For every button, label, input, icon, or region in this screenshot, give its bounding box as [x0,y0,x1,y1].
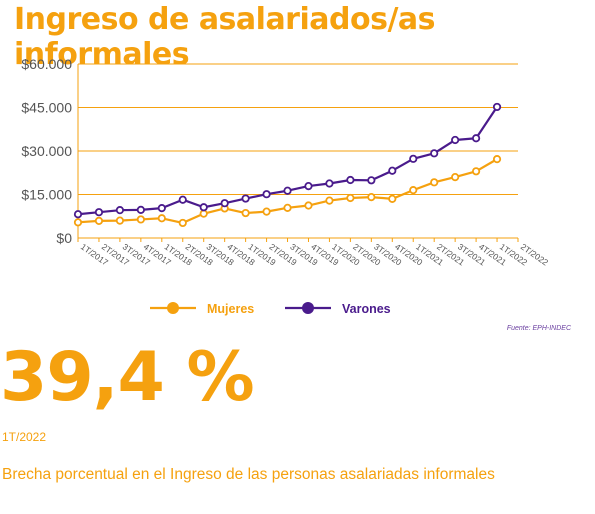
series-points [73,102,502,228]
data-point [451,135,460,145]
gap-percentage: 39,4 % [0,338,255,417]
y-axis-ticks: $0 $15.000 $30.000 $45.000 $60.000 [21,56,72,246]
data-point [94,208,104,217]
source-note: Fuente: EPH-INDEC [506,325,571,332]
data-point [73,218,83,227]
data-point [178,218,187,228]
data-point [346,193,355,203]
data-point [367,176,376,185]
y-tick-label: $30.000 [21,143,72,159]
data-point [241,194,250,203]
data-point [325,179,334,188]
data-point [262,207,271,216]
chart-title: Ingreso de asalariados/as informales [14,2,436,72]
data-point [388,166,397,175]
legend-marker-mujeres [167,302,179,314]
y-tick-label: $45.000 [21,100,72,116]
data-point [492,102,502,112]
data-point [409,154,418,163]
legend: Mujeres Varones [150,302,391,316]
data-point [283,186,292,195]
data-point [346,175,355,185]
data-point [451,173,460,182]
gap-description: Brecha porcentual en el Ingreso de las p… [2,466,495,483]
data-point [157,214,166,223]
legend-marker-varones [302,302,314,314]
data-point [409,186,418,195]
data-point [388,194,397,203]
data-point [220,199,229,208]
y-tick-label: $60.000 [21,56,72,72]
data-point [283,203,292,212]
data-point [94,216,104,225]
gridlines [77,63,519,242]
data-point [115,206,125,215]
data-point [136,215,145,224]
data-point [430,149,439,158]
data-point [157,204,166,213]
data-point [325,196,334,205]
data-point [471,134,481,143]
series-line-varones [77,106,498,216]
data-point [199,209,208,218]
data-point [178,195,187,204]
data-point [471,167,481,176]
legend-label-mujeres: Mujeres [207,302,254,316]
y-tick-label: $0 [56,230,72,246]
data-point [262,190,271,199]
data-point [115,216,125,225]
data-point [241,208,250,218]
data-point [367,193,376,202]
data-point [304,181,313,191]
legend-label-varones: Varones [342,302,391,316]
data-point [199,203,208,212]
data-point [73,210,83,219]
x-axis-ticks: 1T/20172T/20173T/20174T/20171T/20182T/20… [79,241,551,267]
data-point [304,201,313,210]
line-chart: $0 $15.000 $30.000 $45.000 $60.000 1T/20172T… [21,56,551,316]
gap-period: 1T/2022 [2,430,47,444]
y-tick-label: $15.000 [21,187,72,203]
data-point [492,155,502,164]
data-point [430,178,439,187]
data-point [136,205,145,214]
